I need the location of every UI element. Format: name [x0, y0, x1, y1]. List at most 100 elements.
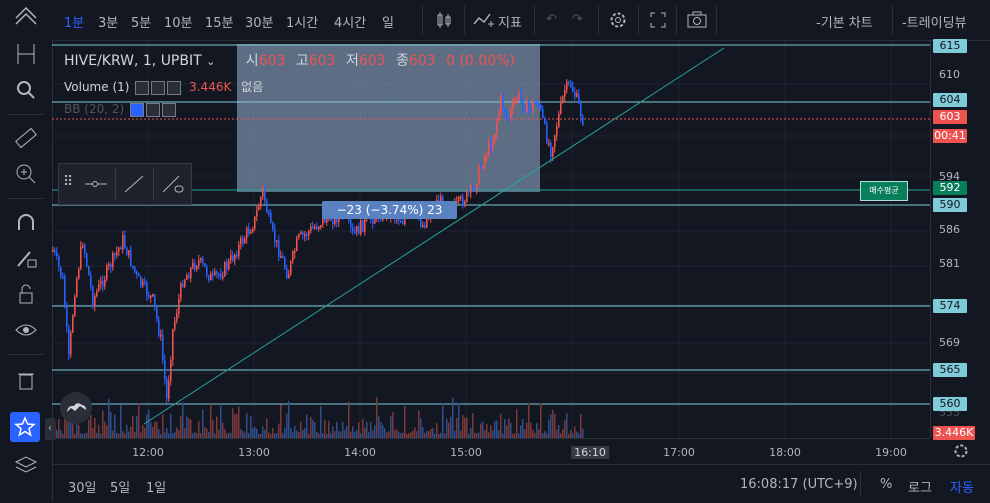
- candle: [250, 231, 252, 234]
- axis-settings-icon[interactable]: [952, 442, 970, 460]
- bb-close-icon[interactable]: [162, 102, 177, 117]
- interval-1m[interactable]: 1분: [64, 16, 85, 31]
- trash-icon[interactable]: [12, 366, 40, 394]
- horizontal-lines[interactable]: [52, 44, 930, 405]
- magnet-icon[interactable]: [12, 210, 40, 238]
- interval-3m[interactable]: 3분: [98, 16, 119, 31]
- bb-eye-icon[interactable]: [130, 102, 145, 117]
- candle: [184, 279, 186, 287]
- trend-line-tool-icon[interactable]: [121, 172, 147, 196]
- volume-bar: [562, 429, 564, 438]
- interval-30m[interactable]: 30분: [245, 16, 274, 31]
- interval-15m[interactable]: 15분: [205, 16, 234, 31]
- volume-bar: [126, 424, 128, 438]
- price-chart[interactable]: [52, 40, 930, 438]
- time-axis[interactable]: 12:00 13:00 14:00 15:00 16:10 17:00 18:0…: [52, 438, 930, 465]
- candle: [310, 226, 312, 232]
- left-toolbar: [0, 0, 53, 502]
- measure-label: −23 (−3.74%) 23: [322, 201, 457, 219]
- interval-4h[interactable]: 4시간: [334, 16, 367, 31]
- pencil-lock-icon[interactable]: [12, 244, 40, 272]
- clock[interactable]: 16:08:17 (UTC+9): [740, 477, 858, 492]
- candle: [534, 102, 536, 105]
- symbol-title[interactable]: HIVE/KRW, 1, UPBIT: [64, 53, 202, 69]
- close-value: 603: [408, 53, 436, 69]
- interval-1h[interactable]: 1시간: [286, 16, 319, 31]
- tradingview-button[interactable]: -트레이딩뷰: [902, 16, 967, 31]
- zoom-in-icon[interactable]: [12, 160, 40, 188]
- fullscreen-icon[interactable]: [648, 10, 668, 30]
- candle: [154, 294, 156, 308]
- range-30d[interactable]: 30일: [68, 481, 97, 496]
- candle: [486, 155, 488, 158]
- interval-10m[interactable]: 10분: [164, 16, 193, 31]
- basic-chart-button[interactable]: -기본 차트: [816, 16, 873, 31]
- candle: [498, 110, 500, 122]
- gear-icon[interactable]: [608, 10, 628, 30]
- volume-bar: [552, 409, 554, 438]
- layers-icon[interactable]: [12, 450, 40, 478]
- volume-bar: [490, 425, 492, 438]
- settings-toggle-icon[interactable]: [151, 80, 166, 95]
- redo-icon[interactable]: ↷: [572, 12, 583, 27]
- favorites-button[interactable]: [10, 412, 40, 442]
- volume-bar: [364, 427, 366, 438]
- volume-bar: [212, 420, 214, 438]
- chevron-down-icon[interactable]: ⌄: [206, 55, 216, 68]
- tradingview-logo[interactable]: [60, 392, 92, 424]
- price-box-603: 603: [933, 110, 967, 124]
- candle: [358, 225, 360, 235]
- log-toggle[interactable]: 로그: [908, 481, 932, 496]
- percent-toggle[interactable]: %: [880, 477, 893, 492]
- candle: [322, 216, 324, 226]
- volume-bar: [242, 430, 244, 438]
- trend-line-icon[interactable]: [12, 40, 40, 68]
- volume-bar: [324, 419, 326, 438]
- volume-label[interactable]: Volume (1): [64, 80, 130, 94]
- volume-bar: [368, 431, 370, 438]
- candle: [462, 196, 464, 206]
- horizontal-ray-icon[interactable]: [83, 172, 109, 196]
- volume-bar: [378, 415, 380, 438]
- volume-bar: [260, 433, 262, 438]
- candle: [130, 250, 132, 266]
- volume-bar: [350, 431, 352, 438]
- range-5d[interactable]: 5일: [110, 481, 131, 496]
- volume-bar: [524, 429, 526, 438]
- trend-line[interactable]: [143, 47, 725, 425]
- volume-bar: [314, 422, 316, 438]
- ruler-icon[interactable]: [12, 124, 40, 152]
- eye-toggle-icon[interactable]: [135, 80, 150, 95]
- collapse-chevron-icon[interactable]: ‹: [45, 418, 55, 440]
- candle: [188, 275, 190, 279]
- indicators-button[interactable]: 지표: [498, 16, 522, 31]
- candle: [464, 201, 466, 206]
- candle: [402, 221, 404, 225]
- undo-icon[interactable]: ↶: [546, 12, 557, 27]
- candle-type-icon[interactable]: [434, 10, 454, 30]
- close-icon[interactable]: [167, 80, 182, 95]
- bb-label[interactable]: BB (20, 2): [64, 102, 125, 116]
- auto-toggle[interactable]: 자동: [950, 481, 974, 496]
- candle: [254, 216, 256, 229]
- price-scale[interactable]: 610 594 586 581 569 555 615 604 603 00:4…: [930, 39, 990, 440]
- search-icon[interactable]: [12, 76, 40, 104]
- candle: [224, 262, 226, 277]
- range-1d[interactable]: 1일: [146, 481, 167, 496]
- volume-bar: [312, 420, 314, 438]
- volume-bar: [382, 424, 384, 438]
- volume-bar: [444, 433, 446, 438]
- volume-bar: [138, 402, 140, 438]
- ray-tool-icon[interactable]: [159, 172, 185, 196]
- lock-icon[interactable]: [12, 280, 40, 308]
- avg-price-badge[interactable]: 매수평균: [860, 181, 908, 201]
- bb-settings-icon[interactable]: [146, 102, 161, 117]
- eye-icon[interactable]: [12, 316, 40, 344]
- volume-bar: [100, 433, 102, 438]
- interval-day[interactable]: 일: [382, 16, 394, 31]
- crosshair-icon[interactable]: [12, 4, 40, 32]
- camera-icon[interactable]: [686, 10, 708, 30]
- interval-5m[interactable]: 5분: [131, 16, 152, 31]
- indicators-icon[interactable]: [472, 10, 494, 30]
- drag-handle-icon[interactable]: ⠿: [63, 174, 74, 190]
